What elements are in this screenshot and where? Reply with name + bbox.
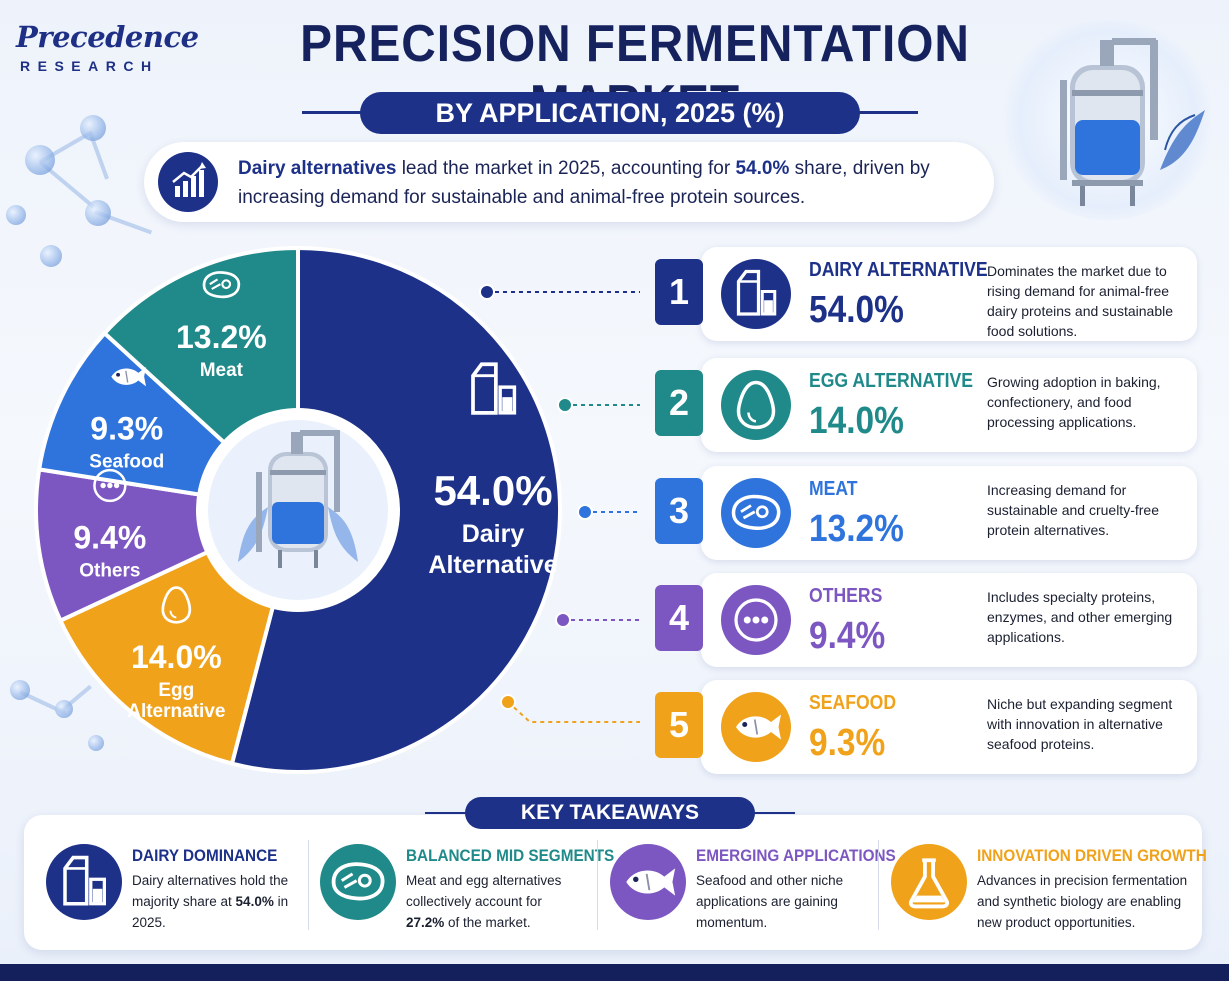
slice-name-label: Alternative [127, 701, 225, 722]
segment-row: 5 SEAFOOD 9.3% Niche but expanding segme… [645, 680, 1197, 774]
intro-text: Dairy alternatives lead the market in 20… [238, 154, 978, 212]
takeaway-text-b: 27.2% [406, 915, 445, 930]
brand-logo-main: Precedence [16, 20, 199, 54]
takeaway-divider [597, 840, 598, 930]
segment-rank: 2 [655, 370, 703, 436]
slice-name-label: Seafood [89, 452, 164, 473]
slice-name-label: Dairy [462, 520, 525, 548]
brand-logo-sub: RESEARCH [20, 58, 159, 74]
intro-lead: Dairy alternatives [238, 158, 397, 179]
intro-part2: share, driven by increasing demand for s… [238, 158, 930, 208]
segment-value: 9.4% [809, 615, 886, 657]
takeaway-text-c: of the market. [444, 915, 531, 930]
takeaway-text-a: Seafood and other niche applications are… [696, 873, 844, 930]
intro-part1: lead the market in 2025, accounting for [396, 158, 736, 179]
segment-row: 3 MEAT 13.2% Increasing demand for susta… [645, 466, 1197, 560]
segment-value: 54.0% [809, 289, 904, 331]
slice-value-label: 13.2% [176, 319, 267, 355]
takeaway-text-a: Meat and egg alternatives collectively a… [406, 873, 562, 909]
bioreactor-illustration [1000, 20, 1215, 220]
steak-icon [320, 844, 396, 920]
flask-icon [891, 844, 967, 920]
steak-icon [721, 478, 791, 548]
slice-name-label: Egg [158, 680, 194, 701]
takeaway-title: DAIRY DOMINANCE [132, 846, 278, 865]
slice-label-group: 13.2% Meat [176, 271, 267, 381]
fish-icon [610, 844, 686, 920]
takeaway-text-b: 54.0% [235, 894, 274, 909]
segment-description: Includes specialty proteins, enzymes, an… [987, 589, 1173, 645]
segment-description: Growing adoption in baking, confectioner… [987, 374, 1161, 430]
segment-name: MEAT [809, 478, 858, 500]
takeaway-text-a: Advances in precision fermentation and s… [977, 873, 1188, 930]
segment-rank: 5 [655, 692, 703, 758]
takeaway-item: EMERGING APPLICATIONS Seafood and other … [610, 840, 896, 940]
key-takeaways-heading: KEY TAKEAWAYS [425, 797, 795, 829]
steak-icon [202, 271, 241, 299]
slice-label-group: 54.0% Dairy Alternative [428, 362, 558, 579]
takeaway-text: Meat and egg alternatives collectively a… [406, 870, 576, 933]
trend-chart-icon [158, 152, 218, 212]
takeaway-title: INNOVATION DRIVEN GROWTH [977, 846, 1207, 865]
takeaway-item: BALANCED MID SEGMENTS Meat and egg alter… [320, 840, 614, 940]
egg-icon [721, 370, 791, 440]
segment-row: 1 DAIRY ALTERNATIVE 54.0% Dominates the … [645, 247, 1197, 341]
segment-value: 9.3% [809, 722, 886, 764]
slice-value-label: 54.0% [433, 467, 552, 514]
segment-name: OTHERS [809, 585, 883, 607]
takeaway-text: Dairy alternatives hold the majority sha… [132, 870, 302, 933]
slice-name-label: Others [79, 561, 140, 582]
intro-value: 54.0% [735, 158, 790, 179]
dots-icon [93, 468, 127, 503]
dots-icon [721, 585, 791, 655]
slice-value-label: 14.0% [131, 639, 222, 675]
segment-value: 13.2% [809, 508, 904, 550]
center-bioreactor-icon [238, 430, 358, 568]
slice-value-label: 9.3% [90, 411, 163, 447]
fish-icon [721, 692, 791, 762]
milk-carton-icon [471, 362, 517, 415]
segment-name: DAIRY ALTERNATIVE [809, 259, 988, 281]
takeaway-title: EMERGING APPLICATIONS [696, 846, 896, 865]
slice-label-group: 9.3% Seafood [89, 367, 164, 473]
takeaway-text-c: in 2025. [132, 894, 289, 930]
segment-description: Dominates the market due to rising deman… [987, 263, 1174, 339]
segment-row: 2 EGG ALTERNATIVE 14.0% Growing adoption… [645, 358, 1197, 452]
egg-icon [161, 586, 192, 624]
intro-callout: Dairy alternatives lead the market in 20… [144, 142, 994, 222]
segment-rank: 3 [655, 478, 703, 544]
slice-name-label: Meat [200, 360, 244, 381]
footer-bar [0, 964, 1229, 981]
segment-description: Niche but expanding segment with innovat… [987, 696, 1173, 752]
segment-name: EGG ALTERNATIVE [809, 370, 973, 392]
segment-name: SEAFOOD [809, 692, 897, 714]
takeaway-item: DAIRY DOMINANCE Dairy alternatives hold … [46, 840, 316, 940]
fish-icon [111, 367, 147, 387]
page-subtitle: BY APPLICATION, 2025 (%) [302, 92, 918, 134]
segment-rank: 1 [655, 259, 703, 325]
segment-value: 14.0% [809, 400, 904, 442]
slice-name-label: Alternative [428, 551, 557, 579]
segment-rank: 4 [655, 585, 703, 651]
takeaway-text: Advances in precision fermentation and s… [977, 870, 1192, 933]
takeaway-text: Seafood and other niche applications are… [696, 870, 866, 933]
takeaway-text-a: Dairy alternatives hold the majority sha… [132, 873, 289, 909]
milk-carton-icon [46, 844, 122, 920]
segment-row: 4 OTHERS 9.4% Includes specialty protein… [645, 573, 1197, 667]
takeaway-divider [308, 840, 309, 930]
takeaway-divider [878, 840, 879, 930]
takeaway-title: BALANCED MID SEGMENTS [406, 846, 615, 865]
slice-value-label: 9.4% [73, 520, 146, 556]
takeaway-item: INNOVATION DRIVEN GROWTH Advances in pre… [891, 840, 1207, 940]
connector-lines [479, 284, 640, 723]
application-donut-chart: 54.0%DairyAlternative14.0%EggAlternative… [34, 245, 562, 774]
slice-label-group: 9.4% Others [73, 468, 146, 582]
milk-carton-icon [721, 259, 791, 329]
segment-description: Increasing demand for sustainable and cr… [987, 482, 1159, 538]
